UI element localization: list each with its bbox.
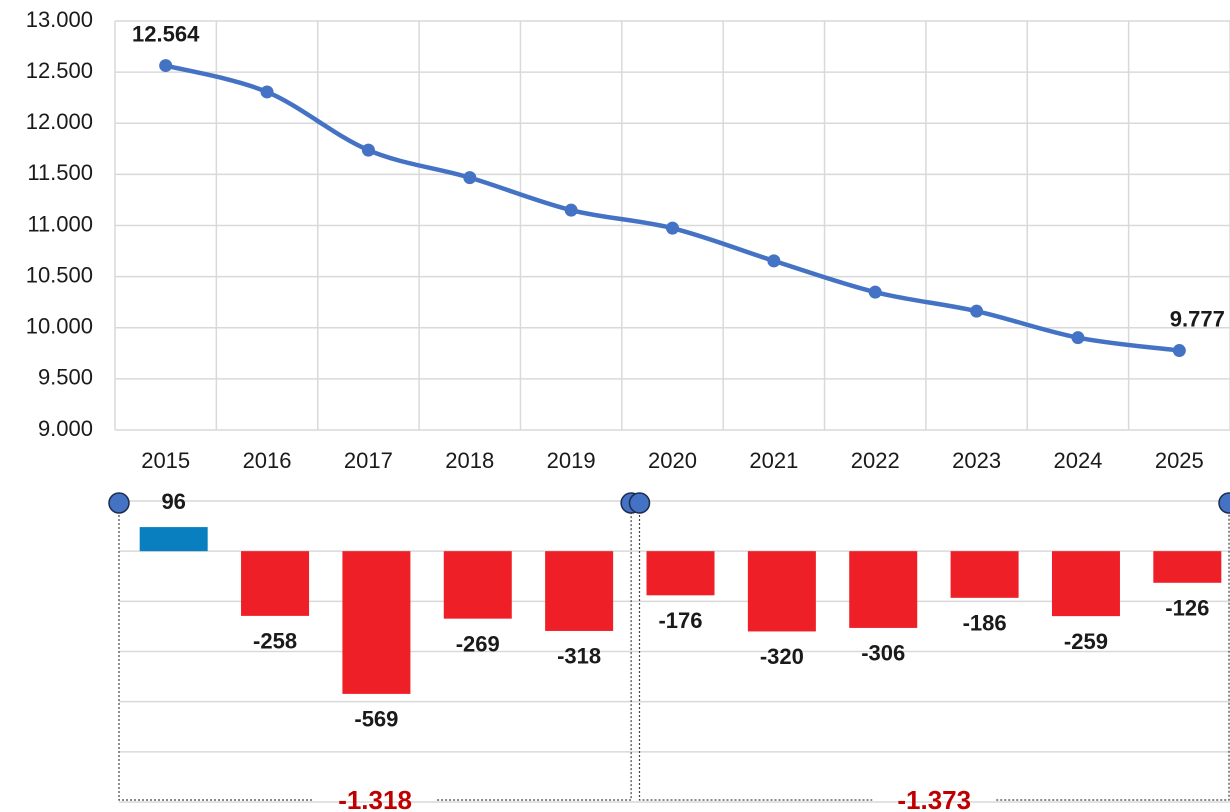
- group-handle: [1218, 492, 1230, 514]
- x-tick-label: 2020: [648, 448, 697, 473]
- data-label: -569: [354, 707, 398, 732]
- bar: [342, 551, 411, 694]
- group-total: -1.373: [897, 785, 971, 812]
- x-tick-label: 2021: [749, 448, 798, 473]
- group-bracket: [118, 503, 632, 801]
- data-label: -258: [253, 629, 297, 654]
- data-label: -269: [456, 631, 500, 656]
- group-bracket: [638, 503, 1230, 801]
- x-tick-label: 2022: [851, 448, 900, 473]
- point: [260, 85, 274, 99]
- bar: [1153, 551, 1222, 583]
- x-tick-label: 2019: [547, 448, 596, 473]
- bar: [139, 527, 208, 552]
- y-tick-label: 12.500: [26, 58, 93, 83]
- point: [564, 203, 578, 217]
- data-label: 9.777: [1170, 306, 1225, 331]
- y-tick-label: 9.000: [38, 416, 93, 441]
- x-tick-label: 2025: [1155, 448, 1204, 473]
- point: [767, 254, 781, 268]
- point: [666, 221, 679, 235]
- bar: [1051, 551, 1120, 617]
- point: [159, 59, 173, 73]
- data-label: -126: [1165, 596, 1209, 621]
- data-label: -259: [1064, 629, 1108, 654]
- point: [970, 304, 984, 318]
- group-total: -1.318: [338, 785, 412, 812]
- y-tick-label: 11.000: [27, 211, 93, 236]
- y-tick-label: 10.500: [26, 262, 93, 287]
- point: [463, 171, 477, 185]
- data-label: -176: [658, 608, 702, 633]
- x-tick-label: 2018: [445, 448, 494, 473]
- data-label: -186: [963, 611, 1007, 636]
- bar: [747, 551, 816, 632]
- point: [1071, 331, 1085, 345]
- x-tick-label: 2024: [1053, 448, 1102, 473]
- point: [361, 143, 375, 157]
- data-label: -318: [557, 644, 601, 669]
- group-handle: [108, 492, 130, 514]
- bar: [241, 551, 310, 616]
- bar: [849, 551, 918, 628]
- x-tick-label: 2017: [344, 448, 393, 473]
- data-label: 96: [161, 489, 185, 514]
- x-tick-label: 2023: [952, 448, 1001, 473]
- bar: [646, 551, 715, 596]
- bar: [443, 551, 512, 619]
- bar: [950, 551, 1019, 598]
- point: [868, 285, 882, 299]
- data-label: 12.564: [132, 21, 200, 46]
- group-handle: [628, 492, 651, 514]
- data-label: -306: [861, 641, 905, 666]
- y-tick-label: 12.000: [26, 109, 93, 134]
- y-tick-label: 13.000: [26, 7, 93, 32]
- point: [1172, 344, 1186, 358]
- x-tick-label: 2015: [141, 448, 190, 473]
- data-label: -320: [760, 644, 804, 669]
- y-tick-label: 11.500: [27, 160, 93, 185]
- x-tick-label: 2016: [243, 448, 292, 473]
- y-tick-label: 9.500: [38, 365, 93, 390]
- bar: [545, 551, 614, 631]
- y-tick-label: 10.000: [26, 314, 93, 339]
